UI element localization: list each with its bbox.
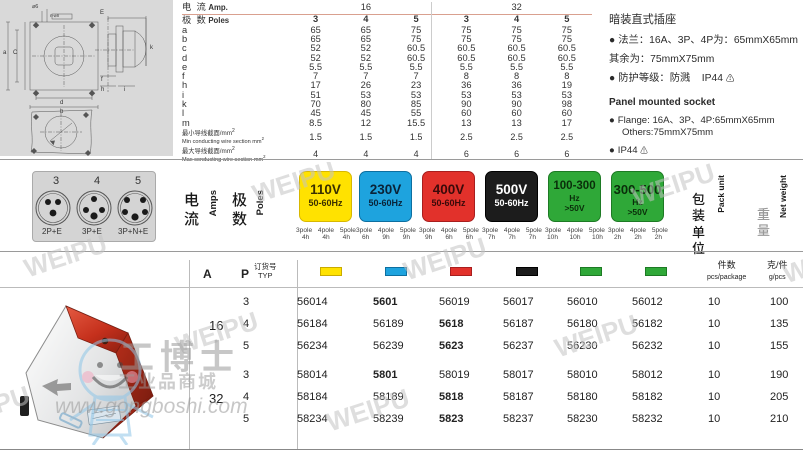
svg-text:WEIPU: WEIPU	[551, 308, 641, 363]
